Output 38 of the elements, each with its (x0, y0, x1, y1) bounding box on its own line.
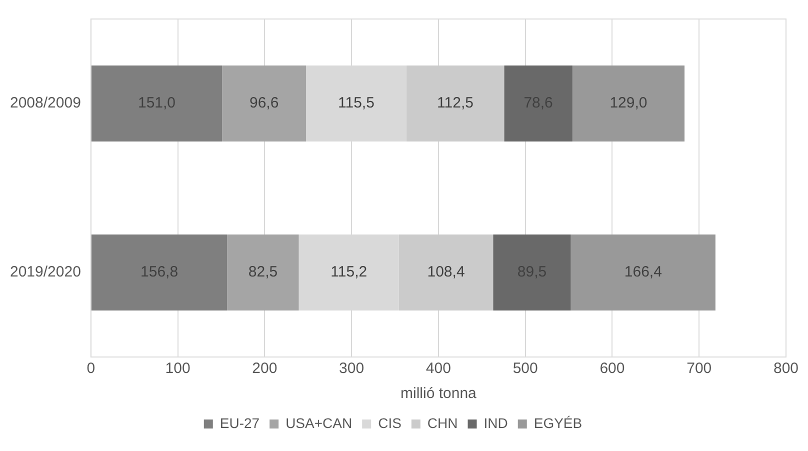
data-label: 129,0 (610, 94, 648, 112)
x-tick-label: 100 (165, 360, 190, 378)
x-tick-label: 700 (686, 360, 712, 378)
bar (222, 65, 306, 142)
x-tick-label: 0 (86, 360, 96, 378)
data-label: 115,2 (330, 264, 368, 281)
legend-label: USA+CAN (286, 414, 352, 431)
bar (227, 234, 299, 311)
legend-label: CHN (427, 414, 458, 431)
data-label: 166,4 (624, 264, 662, 281)
bar (91, 65, 222, 142)
data-label: 151,0 (138, 94, 176, 112)
bar (570, 234, 716, 311)
bar (493, 234, 571, 311)
x-axis-title: millió tonna (400, 385, 478, 402)
legend-label: IND (484, 414, 508, 431)
x-tick-label: 600 (600, 360, 625, 378)
bar (91, 234, 228, 311)
x-tick-label: 200 (252, 360, 278, 378)
bar (406, 65, 504, 142)
legend-label: CIS (378, 414, 402, 431)
bar (398, 234, 494, 311)
legend-label: EGYÉB (534, 414, 582, 431)
bar (504, 65, 572, 142)
data-label: 96,6 (249, 94, 279, 112)
data-label: 115,5 (338, 94, 374, 112)
data-label: 112,5 (437, 94, 474, 112)
bar (572, 65, 685, 142)
x-tick-label: 800 (773, 360, 799, 378)
x-tick-label: 300 (339, 360, 364, 378)
legend-label: EU-27 (220, 414, 260, 431)
data-label: 156,8 (140, 264, 178, 281)
x-tick-label: 400 (426, 360, 451, 378)
data-label: 108,4 (427, 264, 465, 281)
data-label: 82,5 (248, 264, 278, 281)
y-tick-label: 2008/2009 (10, 94, 81, 112)
y-tick-label: 2019/2020 (10, 264, 81, 281)
x-tick-label: 500 (512, 360, 538, 378)
